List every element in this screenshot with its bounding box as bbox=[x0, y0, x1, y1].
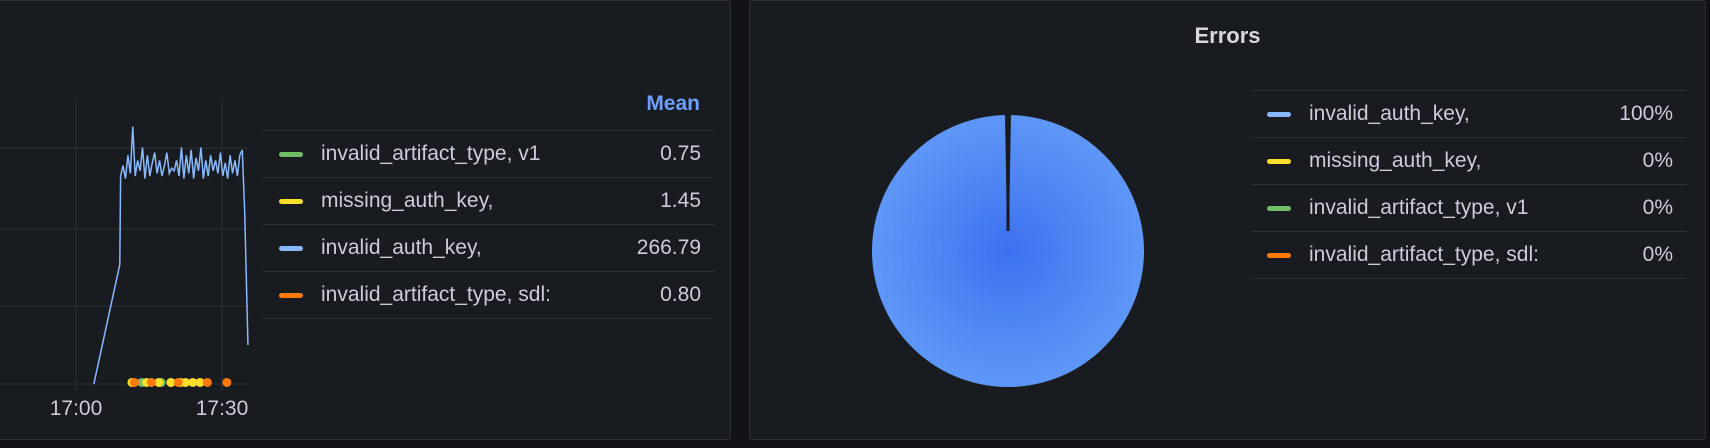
legend-item[interactable]: invalid_auth_key, 100% bbox=[1251, 90, 1687, 137]
legend-item[interactable]: missing_auth_key, 1.45 bbox=[263, 177, 715, 224]
legend-item-name: invalid_artifact_type, sdl: bbox=[321, 283, 551, 306]
legend-item-value: 100% bbox=[1619, 102, 1673, 125]
series-line bbox=[93, 126, 249, 385]
series-point bbox=[154, 377, 164, 387]
legend-item-value: 266.79 bbox=[636, 236, 701, 259]
legend-item-name: invalid_auth_key, bbox=[1309, 102, 1470, 125]
pie-chart bbox=[872, 113, 1144, 387]
series-point bbox=[202, 377, 212, 387]
series-point bbox=[195, 377, 205, 387]
legend-item[interactable]: invalid_artifact_type, sdl: 0% bbox=[1251, 231, 1687, 279]
legend-item[interactable]: invalid_auth_key, 266.79 bbox=[263, 224, 715, 271]
pie-slice bbox=[872, 115, 1144, 387]
series-point bbox=[166, 377, 176, 387]
series-point bbox=[173, 377, 183, 387]
legend-item-name: invalid_artifact_type, v1 bbox=[321, 142, 541, 165]
legend-header-mean[interactable]: Mean bbox=[646, 92, 700, 115]
x-tick-label: 17:30 bbox=[195, 397, 249, 420]
series-point bbox=[181, 377, 190, 387]
x-tick-label: 17:00 bbox=[49, 397, 103, 420]
legend-item-name: missing_auth_key, bbox=[321, 189, 494, 212]
legend-item-value: 1.45 bbox=[660, 189, 701, 212]
legend-item-name: invalid_artifact_type, sdl: bbox=[1309, 243, 1539, 266]
series-point bbox=[146, 377, 156, 387]
series-point bbox=[129, 377, 139, 387]
legend-item-value: 0.80 bbox=[660, 283, 701, 306]
legend-color-swatch bbox=[279, 151, 303, 157]
timeseries-panel: 17:00 17:30 Mean invalid_artifact_type, … bbox=[0, 0, 731, 440]
legend-color-swatch bbox=[279, 198, 303, 204]
legend-item-name: missing_auth_key, bbox=[1309, 149, 1482, 172]
legend-item-value: 0.75 bbox=[660, 142, 701, 165]
legend-item[interactable]: invalid_artifact_type, v1 0% bbox=[1251, 184, 1687, 231]
legend-item-name: invalid_auth_key, bbox=[321, 236, 482, 259]
series-point bbox=[222, 377, 232, 387]
legend-color-swatch bbox=[1267, 158, 1291, 164]
legend-item-value: 0% bbox=[1642, 196, 1673, 219]
legend-color-swatch bbox=[1267, 252, 1291, 258]
pie-panel: Errors invalid_auth_key, 100% missing_auth… bbox=[749, 0, 1706, 440]
legend-color-swatch bbox=[279, 292, 303, 298]
legend-item[interactable]: invalid_artifact_type, sdl: 0.80 bbox=[263, 271, 715, 319]
legend-item[interactable]: missing_auth_key, 0% bbox=[1251, 137, 1687, 184]
legend-item-value: 0% bbox=[1642, 149, 1673, 172]
legend-color-swatch bbox=[1267, 111, 1291, 117]
series-point bbox=[188, 377, 198, 387]
legend-color-swatch bbox=[279, 245, 303, 251]
panel-title: Errors bbox=[1194, 23, 1261, 48]
legend-color-swatch bbox=[1267, 205, 1291, 211]
timeseries-plot bbox=[0, 99, 249, 391]
legend-item[interactable]: invalid_artifact_type, v1 0.75 bbox=[263, 130, 715, 177]
legend-item-name: invalid_artifact_type, v1 bbox=[1309, 196, 1529, 219]
legend-item-value: 0% bbox=[1642, 243, 1673, 266]
